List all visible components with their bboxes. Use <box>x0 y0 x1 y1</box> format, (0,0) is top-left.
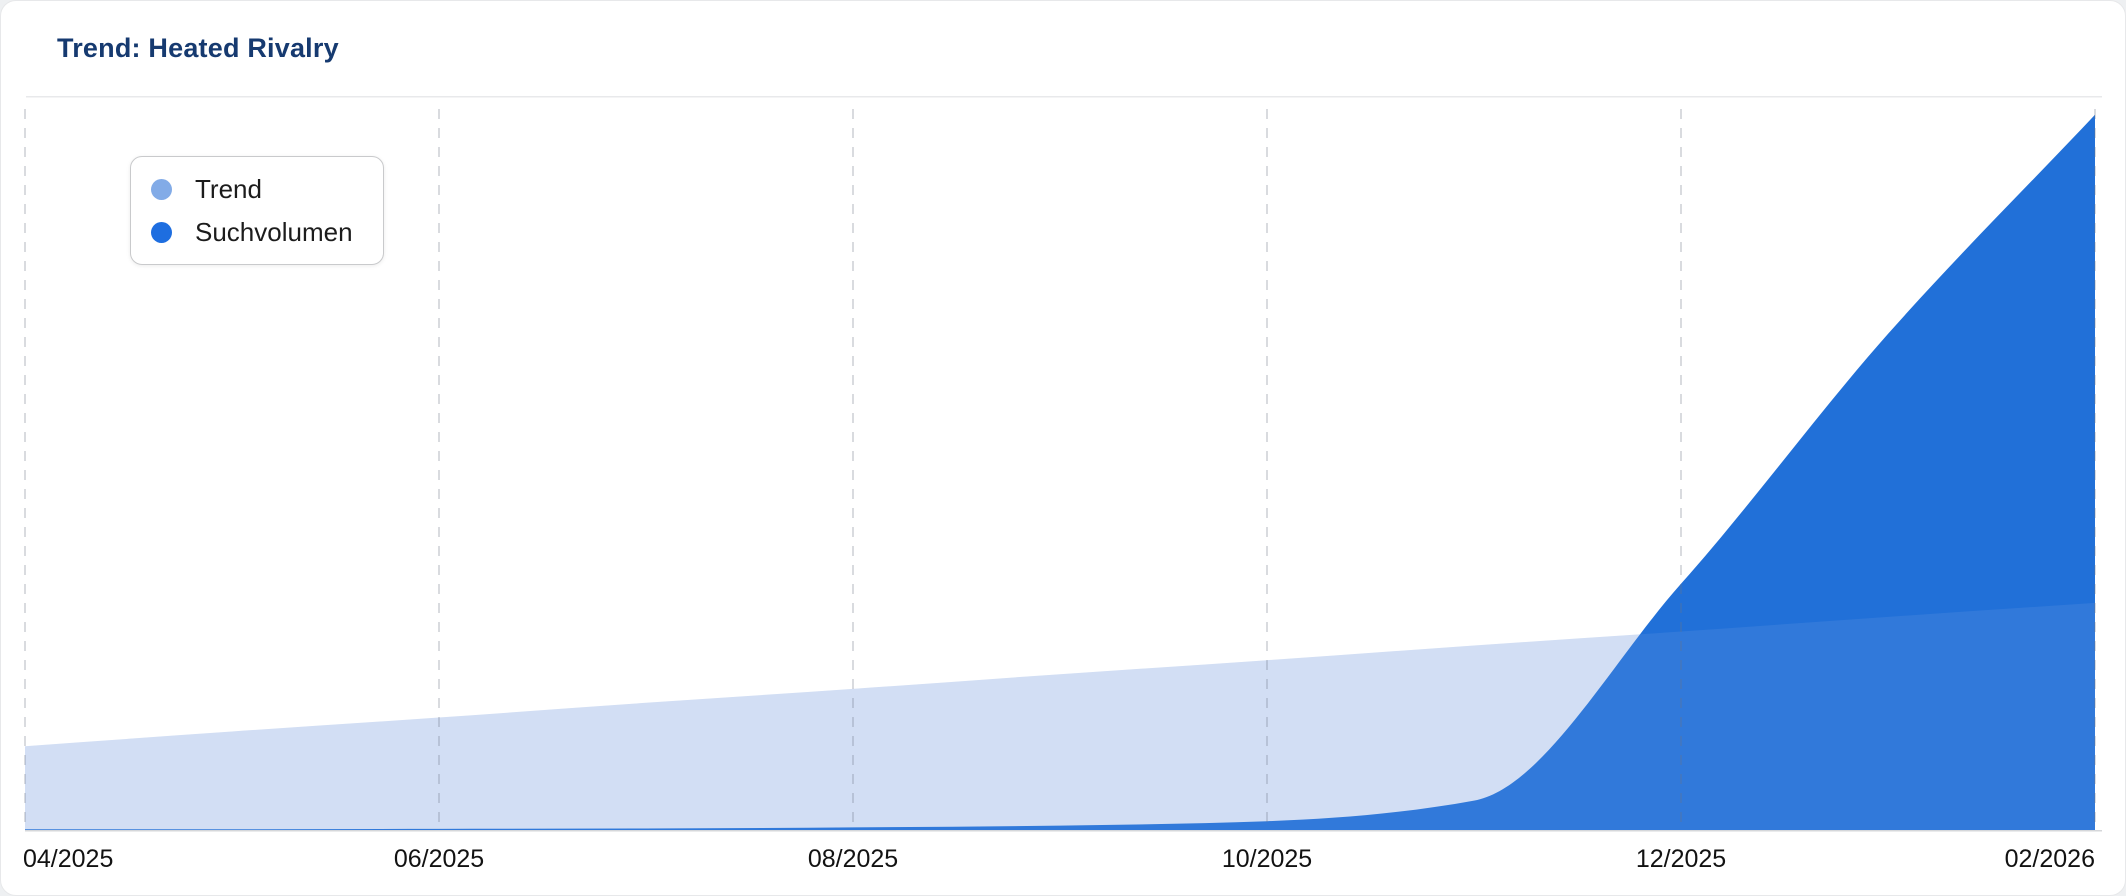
legend-item-label: Trend <box>195 174 262 204</box>
trend-area-overlay <box>25 602 2095 830</box>
area-chart-canvas[interactable] <box>1 96 2126 896</box>
chart-area: Trend Suchvolumen 04/2025 06/2025 08/2025 1… <box>1 96 2126 896</box>
legend-item-label: Suchvolumen <box>195 217 353 247</box>
x-axis-label: 08/2025 <box>807 845 899 873</box>
x-axis-label: 06/2025 <box>393 845 485 873</box>
card-header: Trend: Heated Rivalry <box>1 1 2125 96</box>
chart-legend: Trend Suchvolumen <box>130 156 384 265</box>
x-axis-label: 04/2025 <box>23 845 114 873</box>
suchvolumen-area <box>25 114 2095 831</box>
x-axis-label: 02/2026 <box>2004 845 2095 873</box>
legend-item-trend[interactable]: Trend <box>151 174 353 204</box>
x-axis-label: 12/2025 <box>1635 845 1727 873</box>
suchvolumen-series-dot-icon <box>151 221 172 243</box>
legend-item-suchvolumen[interactable]: Suchvolumen <box>151 217 353 247</box>
page-title: Trend: Heated Rivalry <box>57 33 339 63</box>
x-axis-label: 10/2025 <box>1221 845 1313 873</box>
trend-series-dot-icon <box>151 178 172 200</box>
